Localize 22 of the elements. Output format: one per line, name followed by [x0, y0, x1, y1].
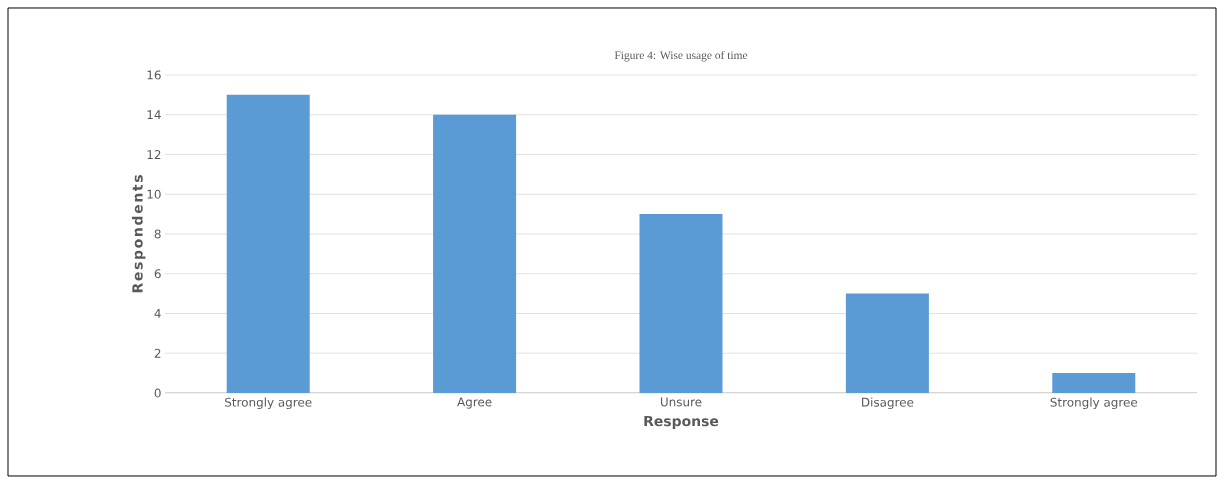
x-tick-label: Agree: [457, 397, 492, 409]
x-tick-label: Disagree: [862, 397, 914, 410]
y-tick-label: 2: [154, 348, 161, 358]
y-tick-label: 12: [147, 150, 161, 159]
y-tick-label: 8: [154, 229, 161, 239]
y-axis-title: Respondents: [131, 175, 146, 293]
y-tick-label: 0: [154, 388, 161, 398]
bar: [845, 293, 929, 393]
bar: [1052, 373, 1136, 393]
bar: [639, 214, 723, 393]
bar: [226, 94, 310, 393]
chart-title: Figure 4: Wise usage of time: [614, 50, 748, 62]
y-tick-label: 10: [147, 189, 161, 199]
x-tick-label: Strongly agree: [1050, 397, 1138, 410]
x-axis-title: Response: [644, 415, 719, 429]
x-tick-label: Unsure: [660, 397, 702, 407]
y-tick-label: 6: [154, 269, 161, 279]
y-tick-label: 4: [154, 309, 161, 318]
bar: [433, 114, 517, 393]
y-tick-label: 14: [147, 110, 161, 120]
y-tick-label: 16: [147, 70, 161, 80]
x-tick-label: Strongly agree: [225, 397, 312, 410]
